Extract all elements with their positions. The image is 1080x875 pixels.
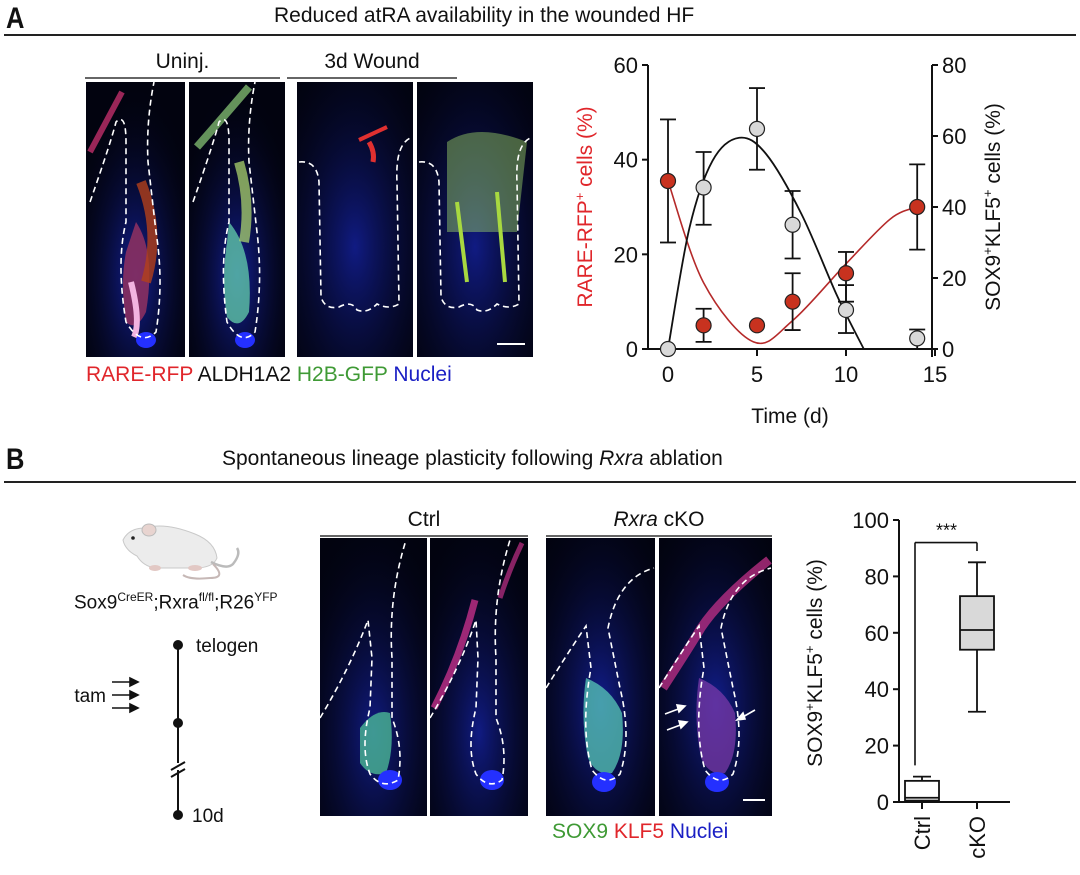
micrograph-uninj-aldh1a2	[189, 82, 285, 357]
legend-aldh1a2: ALDH1A2	[197, 363, 292, 386]
timeline-dot-start	[173, 640, 183, 650]
y-tick-label-b: 100	[852, 508, 889, 533]
legend-rare-rfp: RARE-RFP	[86, 363, 193, 386]
y-tick-label-right: 40	[942, 195, 966, 220]
telogen-label: telogen	[196, 636, 258, 657]
group-label-uninj: Uninj.	[155, 50, 210, 73]
data-point-rare-rfp	[748, 317, 766, 334]
timeline-dot-mid	[173, 718, 183, 728]
panel-b-letter: B	[6, 443, 24, 476]
group-label-3d-wound: 3d Wound	[324, 50, 420, 73]
micrograph-ctrl-sox9	[320, 538, 427, 816]
panel-a-title: Reduced atRA availability in the wounded…	[274, 4, 695, 27]
y-tick-label-left: 60	[614, 53, 638, 78]
data-point-sox9-klf5	[695, 179, 712, 196]
y-tick-label-left: 40	[614, 148, 638, 173]
10d-label: 10d	[192, 806, 224, 827]
data-point-rare-rfp	[837, 265, 855, 282]
y-tick-label-right: 80	[942, 53, 966, 78]
group-rule-ctrl	[320, 535, 528, 537]
micrograph-cko-sox9	[546, 538, 655, 816]
data-point-sox9-klf5	[837, 301, 855, 319]
data-point-rare-rfp	[784, 293, 801, 310]
panel-b-title-prefix: Spontaneous lineage plasticity following	[222, 447, 600, 470]
x-tick-label: 10	[834, 362, 858, 387]
micrograph-wound-h2b-gfp	[417, 82, 533, 357]
y-tick-label-b: 0	[877, 790, 889, 815]
data-point-rare-rfp	[909, 198, 926, 216]
data-point-rare-rfp	[659, 172, 677, 190]
chart-b-boxplot: 0 20 40 60 80 100 Ctrl cKO *** SOX9+KLF5+ cells…	[802, 508, 1010, 859]
x-tick-label: 0	[662, 362, 674, 387]
legend-klf5: KLF5	[613, 820, 665, 843]
data-point-sox9-klf5	[659, 340, 677, 358]
panel-b-stain-legend: SOX9 KLF5 Nuclei	[552, 820, 728, 844]
y-tick-label-right: 20	[942, 266, 966, 291]
micrograph-ctrl-klf5	[430, 538, 528, 816]
legend-h2b-gfp: H2B-GFP	[296, 363, 388, 386]
group-label-rxra-cko: Rxra cKO	[613, 508, 705, 531]
y-tick-label-b: 40	[865, 677, 889, 702]
tam-arrows-icon	[112, 676, 140, 714]
x-tick-label-b: Ctrl	[910, 816, 935, 850]
panel-b-title: Spontaneous lineage plasticity following…	[222, 447, 723, 471]
panel-a-stain-legend: RARE-RFP ALDH1A2 H2B-GFP Nuclei	[86, 363, 452, 387]
y-tick-label-left: 0	[626, 337, 638, 362]
data-point-sox9-klf5	[909, 330, 926, 347]
y-tick-label-right: 0	[942, 337, 954, 362]
box-ctrl	[904, 779, 940, 802]
panel-b-divider	[4, 481, 1076, 483]
y-tick-label-b: 60	[865, 621, 889, 646]
chart-a-time-course: 0 20 40 60 0 20 40 60 80 0 5 10 15 Time (d) RARE-RFP…	[572, 53, 1005, 428]
arrow-annotations-icon	[664, 704, 756, 731]
genotype-label: Sox9CreER;Rxrafl/fl;R26YFP	[74, 590, 278, 614]
fit-curve-rare-rfp	[667, 180, 918, 345]
y-tick-label-b: 80	[865, 564, 889, 589]
x-tick-label-b: cKO	[965, 816, 990, 859]
panel-b-title-gene: Rxra	[599, 447, 644, 470]
panel-a-letter: A	[6, 2, 24, 35]
x-tick-label: 15	[923, 362, 947, 387]
group-rule-uninj	[85, 77, 280, 79]
timeline-diagram: tam telogen 10d	[74, 636, 258, 827]
micrograph-wound-rare-rfp	[297, 82, 413, 357]
box-cko	[959, 595, 995, 651]
y-axis-left-label: RARE-RFP+ cells (%)	[572, 106, 597, 307]
tam-label: tam	[74, 686, 106, 707]
y-tick-label-b: 20	[865, 734, 889, 759]
micrograph-uninj-rare-rfp	[86, 82, 185, 357]
data-point-rare-rfp	[695, 317, 712, 334]
group-rule-rxra-cko	[546, 535, 772, 537]
significance-label: ***	[936, 521, 957, 541]
x-tick-label: 5	[751, 362, 763, 387]
y-tick-label-right: 60	[942, 124, 966, 149]
panel-b-title-suffix: ablation	[643, 447, 723, 470]
timeline-dot-end	[173, 810, 183, 820]
group-rule-3d-wound	[287, 77, 457, 79]
legend-nuclei-b: Nuclei	[669, 820, 729, 843]
y-axis-right-label: SOX9+KLF5+ cells (%)	[980, 103, 1005, 311]
y-tick-label-left: 20	[614, 242, 638, 267]
group-label-ctrl: Ctrl	[407, 508, 441, 531]
micrograph-cko-klf5	[659, 538, 772, 816]
x-axis-label: Time (d)	[751, 405, 828, 428]
legend-nuclei: Nuclei	[393, 363, 452, 386]
data-point-sox9-klf5	[784, 216, 801, 233]
legend-sox9: SOX9	[552, 820, 609, 843]
data-point-sox9-klf5	[748, 120, 766, 137]
y-axis-label-b: SOX9+KLF5+ cells (%)	[802, 559, 827, 767]
panel-a-divider	[4, 34, 1076, 36]
axis-break-icon	[170, 761, 186, 771]
fit-curve-sox9-klf5	[667, 136, 865, 350]
mouse-illustration	[122, 523, 240, 580]
